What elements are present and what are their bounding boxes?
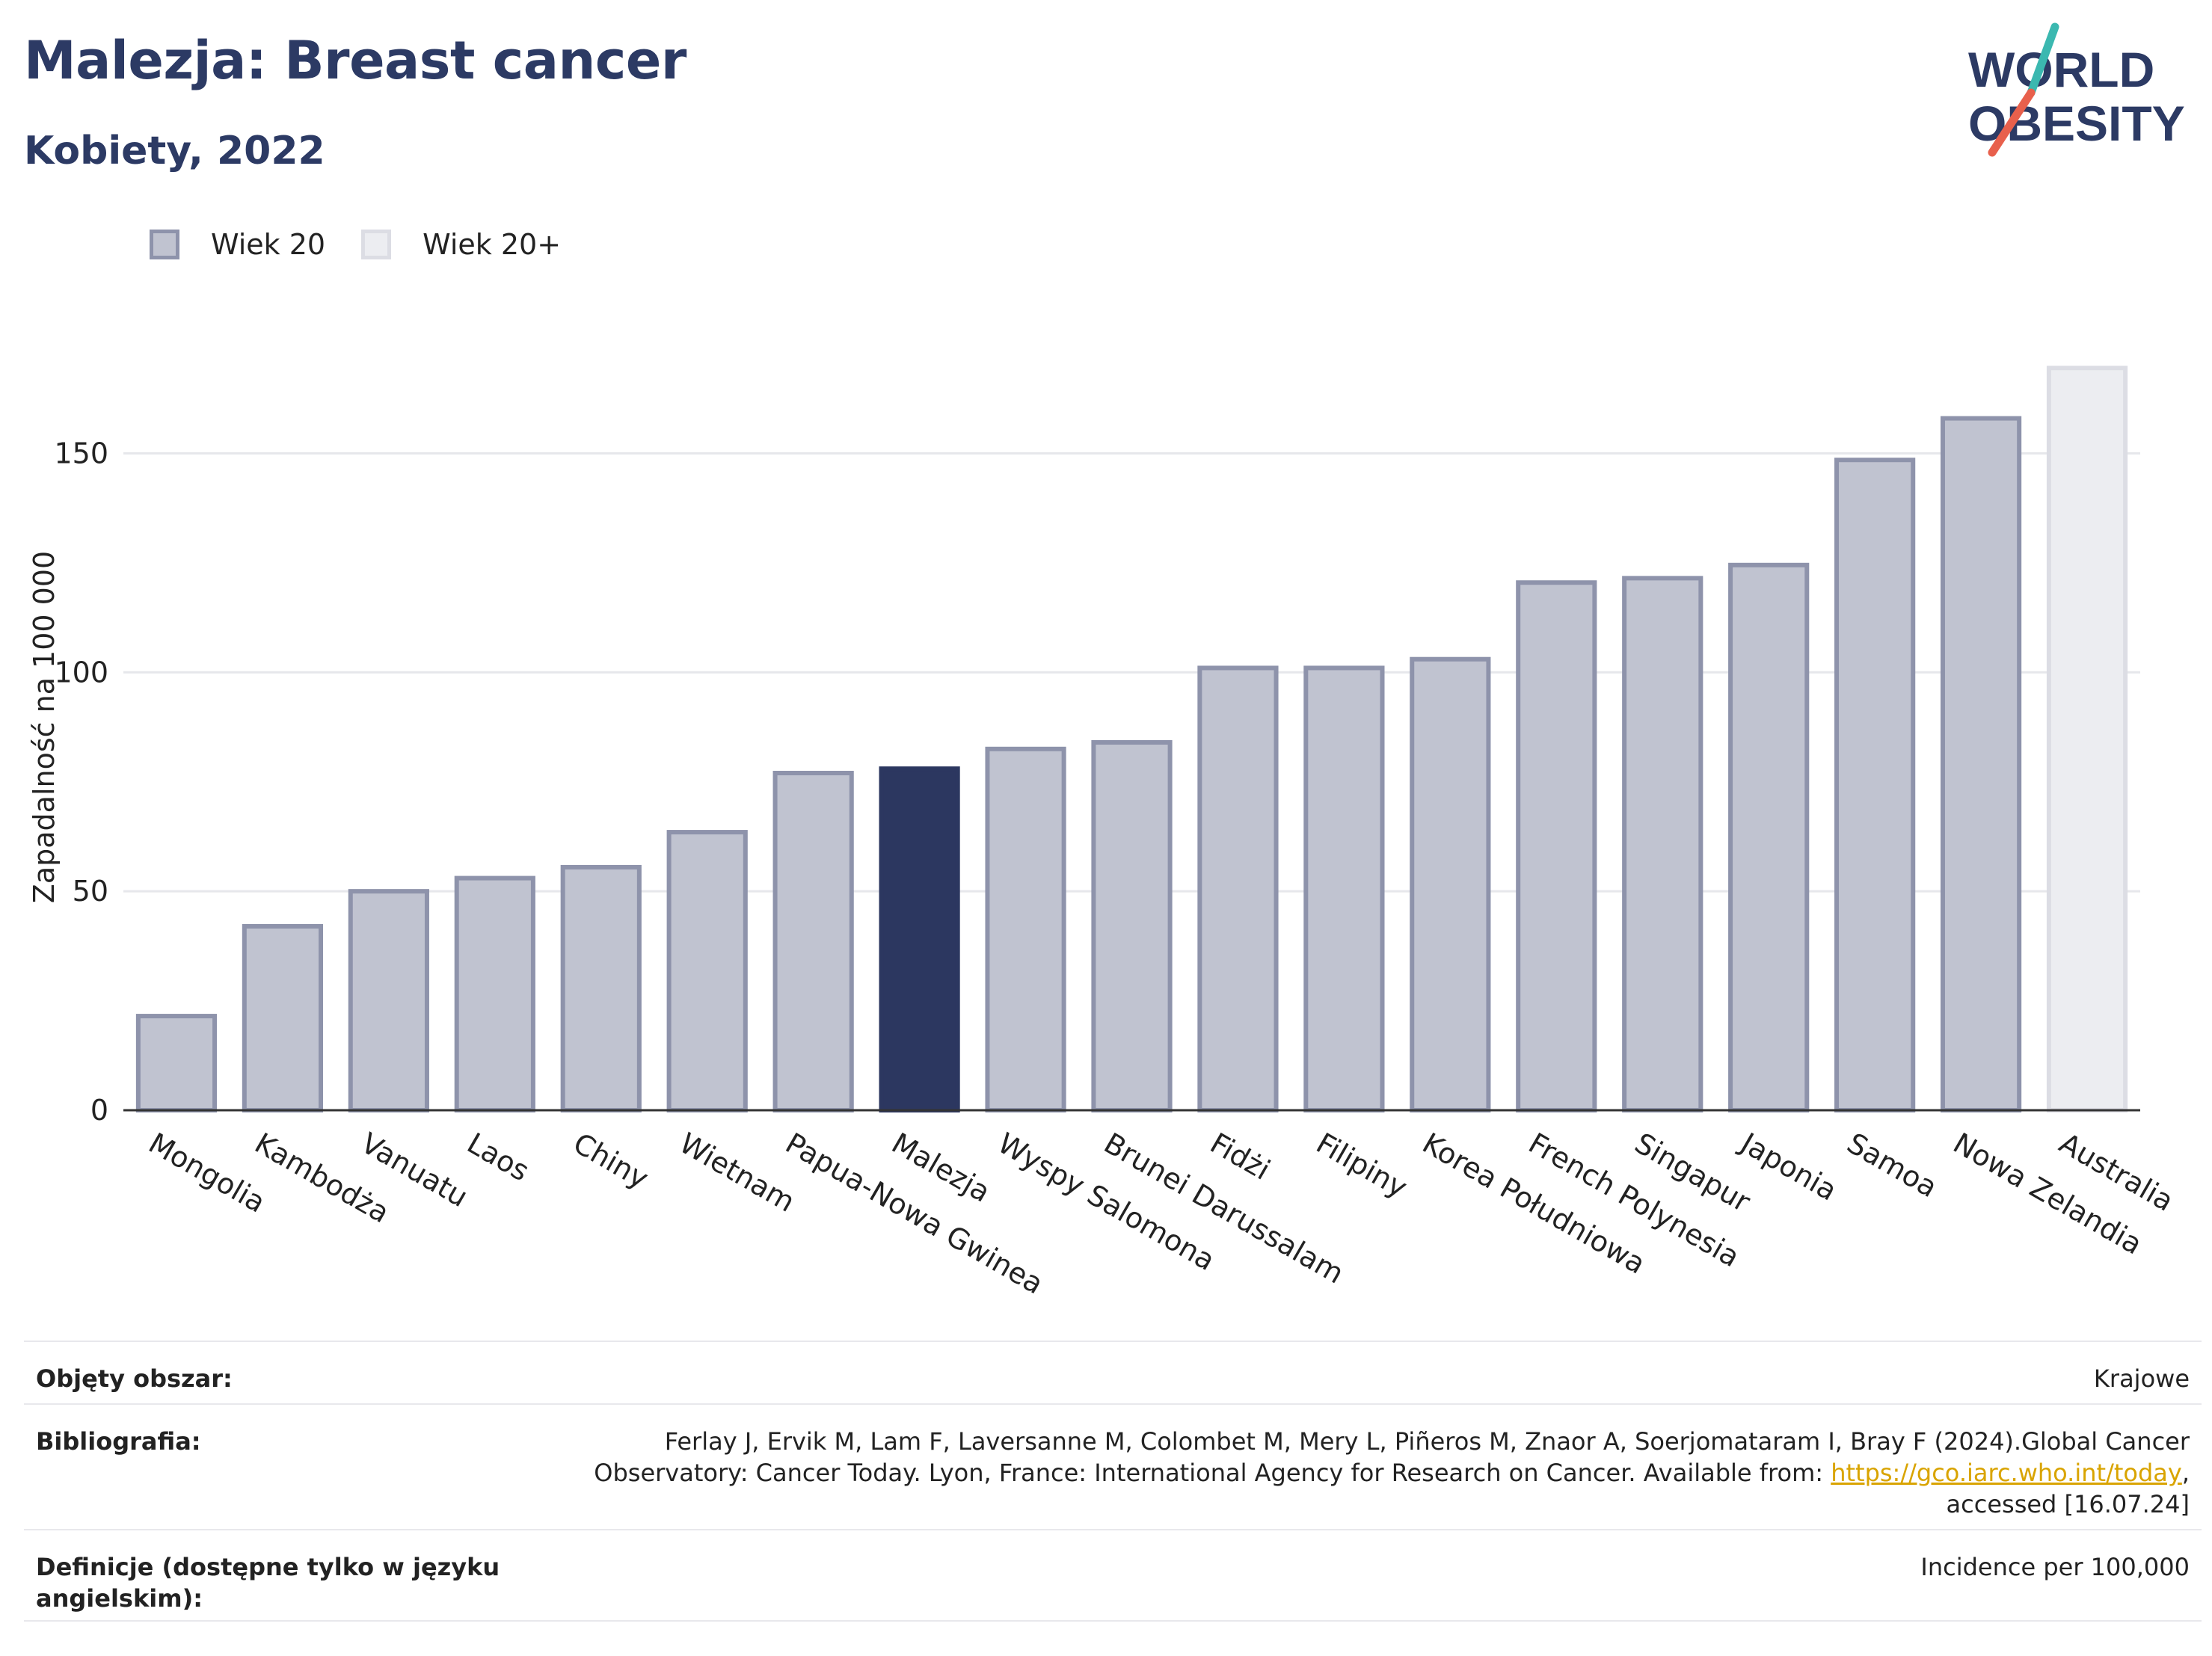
bibliography-suffix: , accessed [16.07.24] <box>1946 1459 2190 1518</box>
info-row-coverage: Objęty obszar: Krajowe <box>24 1341 2202 1403</box>
bibliography-link[interactable]: https://gco.iarc.who.int/today <box>1831 1459 2182 1487</box>
info-row-bibliography: Bibliografia: Ferlay J, Ervik M, Lam F, … <box>24 1403 2202 1529</box>
bar <box>242 924 324 1112</box>
legend: Wiek 20 Wiek 20+ <box>150 224 597 265</box>
bibliography-text: Ferlay J, Ervik M, Lam F, Laversanne M, … <box>594 1427 2190 1487</box>
bar <box>772 771 854 1112</box>
bar <box>879 766 960 1113</box>
x-tick-label: Nowa Zelandia <box>1948 1127 2148 1261</box>
bar <box>1834 458 1916 1112</box>
legend-swatch <box>361 230 392 259</box>
legend-item-wiek-20-plus[interactable]: Wiek 20+ <box>361 228 561 261</box>
bar <box>985 746 1066 1112</box>
bibliography-value: Ferlay J, Ervik M, Lam F, Laversanne M, … <box>559 1426 2190 1520</box>
bar <box>135 1014 218 1112</box>
bar <box>666 830 748 1112</box>
legend-label: Wiek 20+ <box>423 228 562 261</box>
x-tick-label: Fidżi <box>1205 1127 1276 1186</box>
info-table: Objęty obszar: Krajowe Bibliografia: Fer… <box>24 1341 2202 1622</box>
y-tick-label: 50 <box>73 875 108 908</box>
bar <box>1728 562 1810 1112</box>
logo-line2: OBESITY <box>1968 96 2185 151</box>
definitions-label: Definicje (dostępne tylko w języku angie… <box>36 1553 500 1613</box>
x-tick-label: Samoa <box>1842 1127 1943 1204</box>
x-tick-label: Wietnam <box>674 1127 800 1219</box>
definitions-value: Incidence per 100,000 <box>1920 1553 2190 1581</box>
bar <box>1516 580 1597 1112</box>
coverage-value: Krajowe <box>2093 1364 2190 1393</box>
legend-label: Wiek 20 <box>211 228 326 261</box>
y-tick-label: 100 <box>54 656 108 689</box>
x-tick-label: Filipiny <box>1311 1127 1413 1204</box>
chart-subtitle: Kobiety, 2022 <box>24 129 325 173</box>
y-axis-label: Zapadalność na 100 000 <box>28 551 61 903</box>
bar <box>454 875 535 1112</box>
bar <box>348 889 429 1113</box>
x-tick-label: Mongolia <box>143 1127 271 1219</box>
legend-item-wiek-20[interactable]: Wiek 20 <box>150 228 325 261</box>
bar <box>560 864 642 1113</box>
info-row-definitions: Definicje (dostępne tylko w języku angie… <box>24 1529 2202 1622</box>
bibliography-label: Bibliografia: <box>36 1427 201 1456</box>
bar <box>1940 416 2022 1113</box>
bar <box>2046 366 2128 1112</box>
bar <box>1410 656 1491 1112</box>
legend-swatch <box>150 230 179 259</box>
y-tick-labels: 0 50 100 150 <box>54 437 108 1127</box>
bars <box>135 366 2128 1113</box>
bar <box>1197 665 1279 1112</box>
x-tick-label: Laos <box>461 1127 535 1188</box>
chart-title: Malezja: Breast cancer <box>24 30 686 91</box>
bar <box>1622 576 1703 1113</box>
bar <box>1091 740 1173 1112</box>
y-tick-label: 0 <box>90 1094 108 1127</box>
world-obesity-logo: WORLD OBESITY <box>1968 22 2185 157</box>
logo-line1: WORLD <box>1968 42 2154 97</box>
coverage-label: Objęty obszar: <box>36 1364 233 1393</box>
x-tick-label: Chiny <box>568 1127 654 1195</box>
bar <box>1303 665 1385 1112</box>
y-tick-label: 150 <box>54 437 108 470</box>
